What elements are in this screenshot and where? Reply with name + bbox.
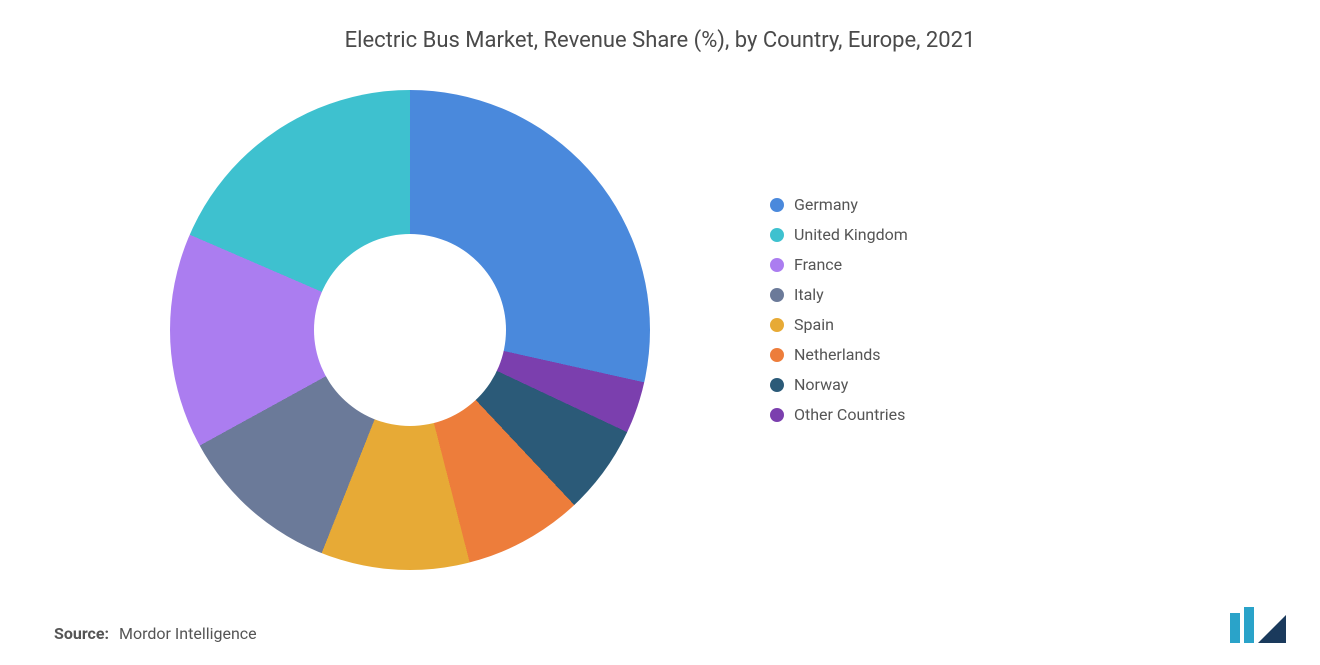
brand-logo-icon <box>1226 605 1286 645</box>
legend-item: Norway <box>770 375 908 394</box>
legend-swatch-icon <box>770 348 784 362</box>
legend-label: Netherlands <box>794 345 881 364</box>
source-attribution: Source: Mordor Intelligence <box>54 624 257 643</box>
legend-swatch-icon <box>770 378 784 392</box>
legend-swatch-icon <box>770 228 784 242</box>
legend-swatch-icon <box>770 408 784 422</box>
chart-title: Electric Bus Market, Revenue Share (%), … <box>0 28 1320 53</box>
legend-item: Italy <box>770 285 908 304</box>
legend-swatch-icon <box>770 258 784 272</box>
legend-swatch-icon <box>770 288 784 302</box>
donut-chart <box>170 90 650 570</box>
legend-item: Germany <box>770 195 908 214</box>
legend-item: France <box>770 255 908 274</box>
legend: Germany United Kingdom France Italy Spain Net… <box>770 195 908 424</box>
legend-swatch-icon <box>770 318 784 332</box>
legend-item: Spain <box>770 315 908 334</box>
legend-label: Italy <box>794 285 824 304</box>
legend-label: Other Countries <box>794 405 905 424</box>
legend-label: Germany <box>794 195 858 214</box>
legend-swatch-icon <box>770 198 784 212</box>
legend-label: United Kingdom <box>794 225 908 244</box>
legend-item: Netherlands <box>770 345 908 364</box>
legend-label: France <box>794 255 842 274</box>
source-text: Mordor Intelligence <box>119 624 257 643</box>
legend-item: United Kingdom <box>770 225 908 244</box>
legend-item: Other Countries <box>770 405 908 424</box>
source-label: Source: <box>54 624 109 643</box>
legend-label: Spain <box>794 315 834 334</box>
legend-label: Norway <box>794 375 848 394</box>
